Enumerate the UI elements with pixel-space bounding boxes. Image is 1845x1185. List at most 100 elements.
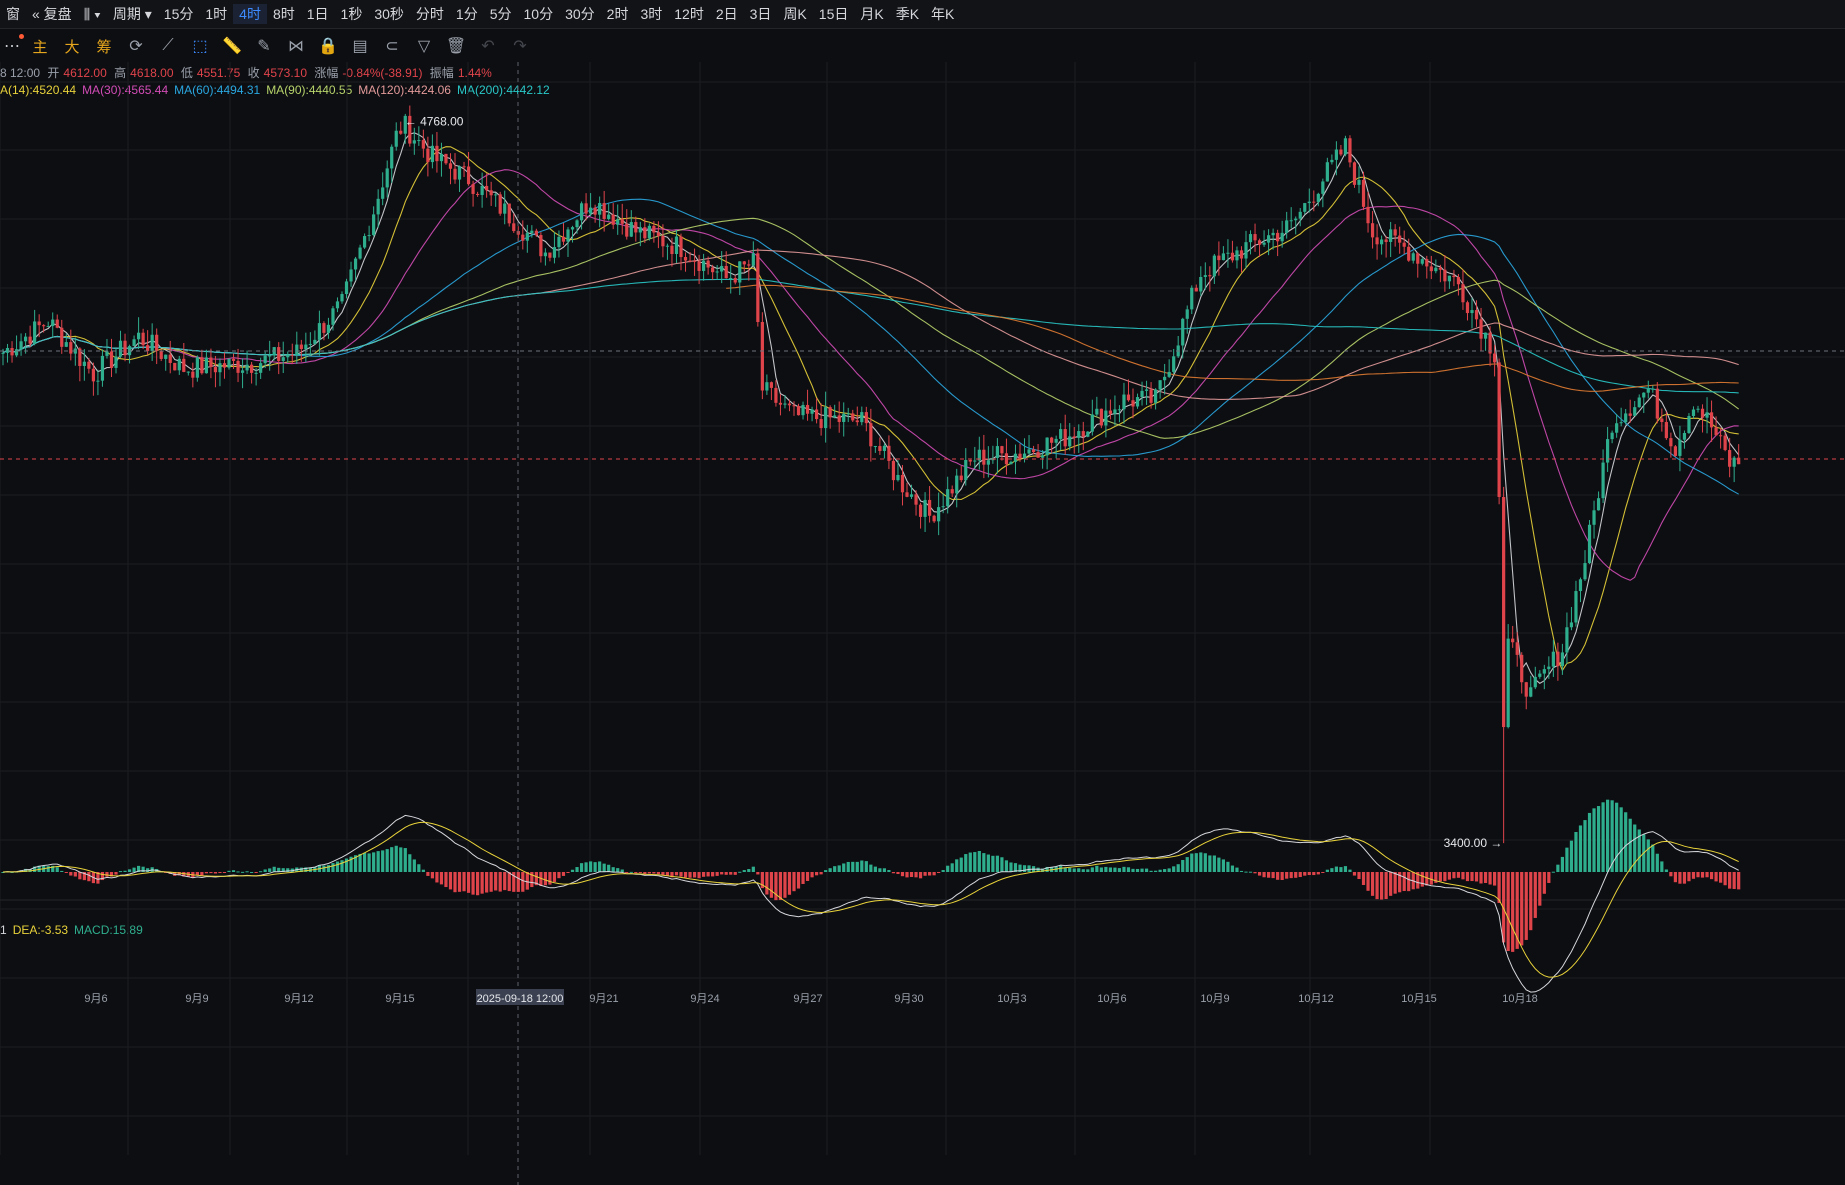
candle-291 bbox=[1316, 193, 1320, 202]
period-24[interactable]: 季K bbox=[895, 6, 920, 22]
candle-57 bbox=[259, 363, 263, 373]
more-menu-icon[interactable]: ⋯ bbox=[0, 34, 24, 56]
trash-icon[interactable]: 🗑 bbox=[445, 38, 467, 55]
period-16[interactable]: 2时 bbox=[606, 6, 629, 22]
period-17[interactable]: 3时 bbox=[640, 6, 663, 22]
candle-20 bbox=[91, 368, 95, 382]
indicator-icon[interactable]: ⟳ bbox=[129, 38, 143, 55]
period-0[interactable]: 窗 bbox=[6, 6, 20, 22]
filter-icon[interactable]: ▽ bbox=[417, 38, 431, 55]
candle-220 bbox=[995, 446, 999, 458]
candle-162 bbox=[733, 277, 737, 283]
period-19[interactable]: 2日 bbox=[715, 6, 738, 22]
min-price-label: 3400.00 → bbox=[1444, 836, 1503, 850]
candle-150 bbox=[679, 236, 683, 258]
period-7[interactable]: 8时 bbox=[272, 6, 295, 22]
period-4[interactable]: 15分 bbox=[163, 6, 194, 22]
indicator-toggle-1[interactable]: 大 bbox=[64, 38, 80, 56]
line-icon[interactable]: ⟋ bbox=[162, 37, 174, 54]
macd-bar-148 bbox=[670, 872, 674, 878]
indicator-toggle-2[interactable]: 筹 bbox=[96, 38, 112, 56]
indicator-toggle-0[interactable]: 主 bbox=[32, 38, 48, 56]
macd-bar-160 bbox=[724, 872, 728, 875]
lock-icon[interactable]: 🔒 bbox=[318, 38, 338, 55]
period-20[interactable]: 3日 bbox=[749, 6, 772, 22]
macd-bar-10 bbox=[46, 866, 50, 872]
candle-376 bbox=[1700, 408, 1705, 418]
note-icon[interactable]: ▤ bbox=[352, 38, 368, 55]
macd-bar-313 bbox=[1416, 872, 1420, 889]
ma_legend-item-0: A(14):4520.44 bbox=[0, 83, 77, 97]
candle-249 bbox=[1126, 394, 1131, 401]
period-6[interactable]: 4时 bbox=[233, 4, 267, 24]
ruler-icon[interactable]: 📏 bbox=[222, 38, 242, 55]
candle-175 bbox=[792, 405, 796, 407]
period-9[interactable]: 1秒 bbox=[340, 6, 363, 22]
candle-221 bbox=[1000, 446, 1004, 454]
period-25[interactable]: 年K bbox=[931, 6, 955, 22]
macd-bar-62 bbox=[281, 868, 285, 872]
macd-bar-301 bbox=[1361, 872, 1366, 886]
period-21[interactable]: 周K bbox=[783, 6, 807, 22]
period-14[interactable]: 10分 bbox=[523, 6, 554, 22]
redo-icon[interactable]: ↷ bbox=[513, 38, 527, 55]
macd-bar-285 bbox=[1289, 872, 1293, 879]
cursor-icon[interactable]: ⬚ bbox=[192, 38, 208, 55]
period-8[interactable]: 1日 bbox=[306, 6, 329, 22]
candlestick-chart[interactable]: ← 4768.00 3400.00 → 9月6 9月9 9月12 9月15 9月21 9月24… bbox=[0, 62, 1845, 1185]
period-11[interactable]: 分时 bbox=[415, 6, 444, 22]
candle-173 bbox=[783, 403, 787, 405]
period-13[interactable]: 5分 bbox=[489, 6, 512, 22]
period-18[interactable]: 12时 bbox=[674, 6, 704, 22]
candle-68 bbox=[308, 343, 312, 345]
candle-95 bbox=[430, 145, 434, 163]
candle-98 bbox=[444, 153, 448, 164]
candle-323 bbox=[1461, 284, 1465, 303]
macd-bar-288 bbox=[1303, 872, 1307, 876]
macd-bar-87 bbox=[394, 845, 398, 872]
macd-bar-81 bbox=[367, 853, 371, 872]
pattern-icon[interactable]: ⋈ bbox=[288, 38, 304, 55]
macd-bar-57 bbox=[259, 871, 263, 873]
open-value: 4612.00 bbox=[63, 66, 107, 80]
candle-198 bbox=[896, 474, 900, 481]
macd-bar-201 bbox=[909, 872, 914, 878]
candle-238 bbox=[1077, 431, 1081, 438]
crosshair-time-label: 2025-09-18 12:00 bbox=[477, 993, 564, 1005]
period-23[interactable]: 月K bbox=[860, 6, 884, 22]
candle-171 bbox=[774, 387, 778, 403]
macd-bar-307 bbox=[1389, 872, 1393, 896]
macd-bar-0 bbox=[1, 872, 5, 873]
x-tick-3: 9月15 bbox=[385, 993, 414, 1005]
macd-bar-222 bbox=[1004, 860, 1009, 872]
period-15[interactable]: 30分 bbox=[565, 6, 595, 22]
macd-bar-153 bbox=[692, 872, 697, 878]
candle-329 bbox=[1488, 332, 1492, 354]
candle-384 bbox=[1737, 457, 1741, 465]
candle-85 bbox=[385, 168, 389, 188]
replay-button[interactable]: « 复盘 bbox=[32, 6, 72, 22]
macd-bar-311 bbox=[1407, 872, 1411, 892]
macd-bar-175 bbox=[792, 872, 796, 892]
period-22[interactable]: 15日 bbox=[818, 6, 849, 22]
period-5[interactable]: 1时 bbox=[205, 6, 228, 22]
period-12[interactable]: 1分 bbox=[455, 6, 478, 22]
candle-100 bbox=[453, 168, 457, 180]
candle-270 bbox=[1221, 253, 1225, 261]
period-10[interactable]: 30秒 bbox=[374, 6, 404, 22]
candle-79 bbox=[358, 247, 362, 259]
chart-type-button[interactable]: ⫼ ▾ bbox=[83, 5, 101, 22]
candle-296 bbox=[1339, 149, 1343, 155]
candle-161 bbox=[729, 277, 733, 279]
brush-icon[interactable]: ✎ bbox=[257, 38, 271, 55]
macd-bar-79 bbox=[358, 853, 362, 872]
candle-50 bbox=[227, 358, 231, 368]
period-dropdown[interactable]: 周期 ▾ bbox=[112, 6, 152, 22]
open-label: 开 bbox=[47, 66, 60, 80]
magnet-icon[interactable]: ⊂ bbox=[385, 38, 399, 55]
x-tick-2: 9月12 bbox=[284, 993, 313, 1005]
candle-349 bbox=[1578, 579, 1583, 592]
undo-icon[interactable]: ↶ bbox=[481, 38, 495, 55]
macd-bar-292 bbox=[1321, 872, 1325, 873]
macd-bar-361 bbox=[1633, 824, 1637, 872]
